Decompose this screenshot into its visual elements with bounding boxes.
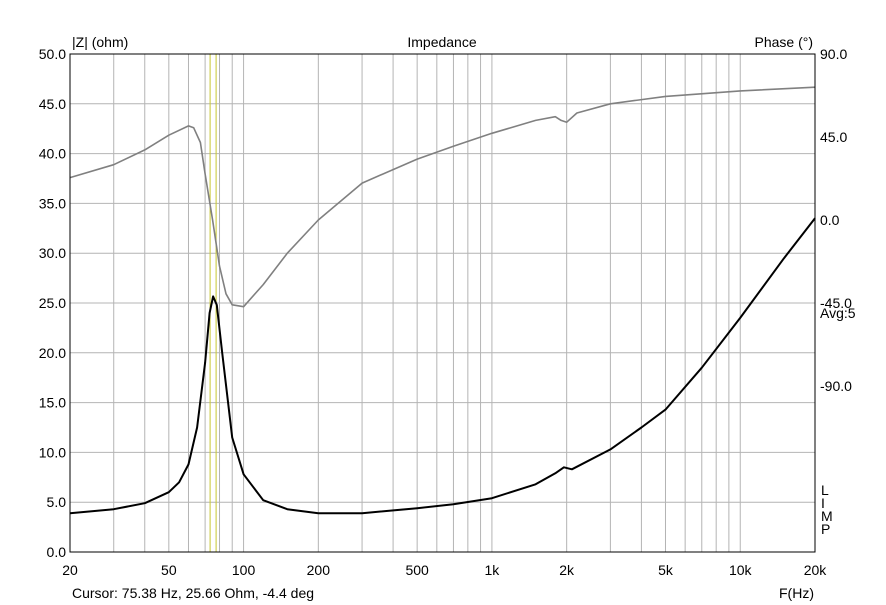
y-tick-label-left: 0.0 [47, 544, 67, 560]
y-tick-label-left: 45.0 [39, 96, 66, 112]
x-tick-label: 50 [161, 562, 177, 578]
x-tick-label: 100 [232, 562, 256, 578]
y-tick-label-left: 15.0 [39, 395, 66, 411]
cursor-readout: Cursor: 75.38 Hz, 25.66 Ohm, -4.4 deg [72, 585, 314, 601]
y-axis-label-left: |Z| (ohm) [72, 34, 128, 50]
y-tick-label-left: 30.0 [39, 245, 66, 261]
x-tick-label: 20k [804, 562, 828, 578]
legend-letter: M [821, 508, 833, 524]
y-tick-label-left: 20.0 [39, 345, 66, 361]
y-tick-label-right: -90.0 [820, 378, 852, 394]
legend-letter: P [821, 521, 830, 537]
plot-frame [69, 53, 816, 553]
x-tick-label: 200 [307, 562, 331, 578]
y-tick-label-right: 90.0 [820, 46, 847, 62]
series-group [69, 86, 816, 515]
series-line-phase [69, 86, 816, 308]
y-tick-label-left: 35.0 [39, 195, 66, 211]
y-tick-label-left: 5.0 [47, 494, 67, 510]
series-line-impedance [69, 217, 816, 515]
y-axis-label-right: Phase (°) [754, 34, 813, 50]
legend-letter: I [821, 495, 825, 511]
x-tick-label: 10k [729, 562, 753, 578]
y-tick-label-left: 10.0 [39, 444, 66, 460]
chart-title: Impedance [407, 34, 476, 50]
y-tick-label-left: 40.0 [39, 146, 66, 162]
x-tick-label: 500 [405, 562, 429, 578]
y-tick-label-left: 25.0 [39, 295, 66, 311]
tick-labels: 0.0 5.0 10.0 15.0 20.0 25.0 30.0 35.0 40.0 45.0 50… [39, 46, 852, 578]
y-tick-label-right: 0.0 [820, 212, 840, 228]
y-tick-label-left: 50.0 [39, 46, 66, 62]
x-tick-label: 2k [559, 562, 575, 578]
y-tick-label-right: 45.0 [820, 129, 847, 145]
y-tick-label-right: -45.0 [820, 295, 852, 311]
legend-letter: L [821, 482, 829, 498]
average-label: Avg:5 [820, 305, 856, 321]
x-tick-label: 20 [62, 562, 78, 578]
x-axis-label: F(Hz) [779, 585, 814, 601]
x-tick-label: 1k [485, 562, 501, 578]
x-tick-label: 5k [658, 562, 674, 578]
